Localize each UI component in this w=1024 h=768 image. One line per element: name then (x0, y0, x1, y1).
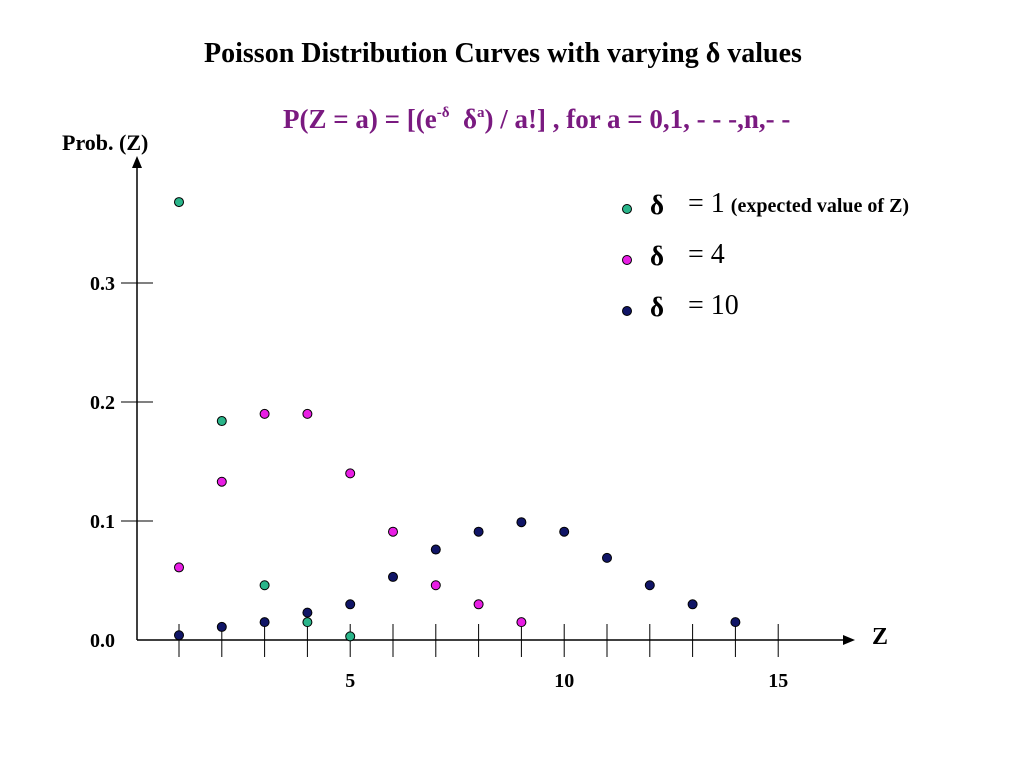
y-axis-arrow (132, 156, 142, 168)
data-point-series-3 (302, 607, 313, 618)
data-point-series-2 (473, 599, 484, 610)
legend-marker-2 (622, 255, 632, 265)
data-point-series-1 (345, 631, 356, 642)
data-point-series-2 (259, 408, 270, 419)
formula-main: P(Z = a) = [(e (283, 104, 437, 134)
y-axis-label: Prob. (Z) (62, 130, 149, 155)
data-point-series-1 (259, 580, 270, 591)
data-point-series-3 (644, 580, 655, 591)
data-point-series-2 (174, 562, 184, 573)
legend-marker-1 (622, 204, 632, 214)
legend-value-3: = 10 (688, 290, 739, 321)
legend-symbol: δ (650, 241, 665, 271)
data-point-series-1 (174, 197, 184, 208)
legend-value-2: = 4 (688, 239, 725, 270)
formula-delta: δ (463, 104, 478, 134)
poisson-formula: P(Z = a) = [(e-δ δa) / a!] , for a = 0,1… (283, 104, 790, 135)
data-point-series-1 (302, 617, 313, 628)
data-point-series-2 (302, 408, 313, 419)
y-tick-label: 0.0 (90, 630, 115, 652)
formula-superscript-a: a (477, 105, 485, 121)
data-point-series-3 (259, 617, 270, 628)
axes (132, 156, 855, 645)
data-point-series-2 (388, 526, 398, 537)
data-point-series-3 (602, 552, 612, 563)
data-point-series-2 (430, 580, 441, 591)
y-tick-label: 0.3 (90, 273, 115, 295)
data-point-series-3 (516, 517, 527, 528)
legend-eq-text: = 1 (688, 188, 725, 219)
data-point-series-2 (216, 476, 227, 487)
legend-symbol: δ (650, 190, 665, 220)
data-points (174, 197, 741, 642)
data-point-series-3 (430, 544, 441, 555)
data-point-series-3 (687, 599, 698, 610)
data-point-series-3 (730, 617, 741, 628)
x-axis-arrow (843, 635, 855, 645)
legend-note: (expected value of Z) (730, 195, 910, 217)
formula-superscript-exponent: -δ (436, 105, 450, 121)
x-axis-label: Z (872, 624, 889, 650)
ticks: 5 10 15 0.0 0.1 0.2 0.3 (90, 273, 788, 692)
x-tick-label: 10 (554, 670, 574, 692)
data-point-series-3 (388, 571, 398, 582)
data-point-series-3 (216, 621, 227, 632)
y-tick-label: 0.1 (90, 511, 115, 533)
data-point-series-3 (174, 630, 184, 641)
data-point-series-2 (516, 617, 527, 628)
x-tick-label: 15 (768, 670, 788, 692)
x-tick-label: 5 (345, 670, 355, 692)
legend-marker-3 (622, 306, 632, 316)
y-tick-label: 0.2 (90, 392, 115, 414)
data-point-series-2 (345, 468, 356, 479)
data-point-series-3 (559, 526, 570, 537)
legend-value-1: = 1 (expected value of Z) (688, 188, 909, 220)
chart-title: Poisson Distribution Curves with varying… (204, 38, 802, 69)
formula-tail: ) / a!] , for a = 0,1, - - -,n,- - (484, 104, 791, 134)
data-point-series-3 (345, 599, 356, 610)
data-point-series-1 (216, 416, 227, 427)
data-point-series-3 (473, 526, 484, 537)
legend-symbol: δ (650, 292, 665, 322)
